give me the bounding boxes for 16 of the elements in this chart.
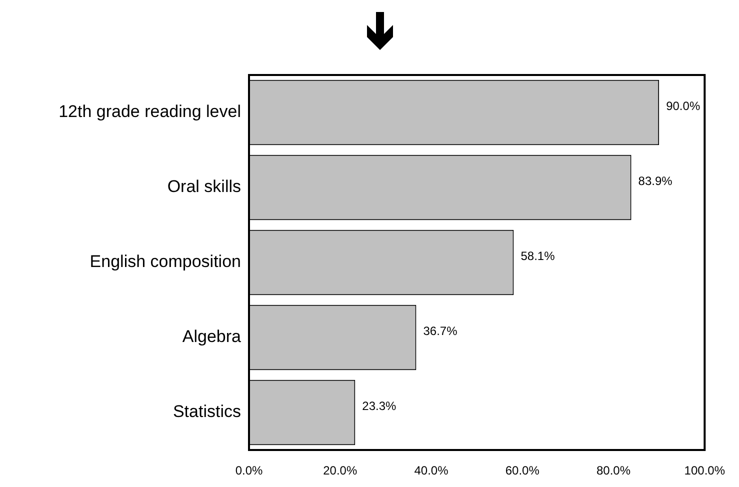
x-tick-label: 0.0% [235, 464, 263, 478]
data-label: 90.0% [666, 98, 700, 113]
y-tick-label: 12th grade reading level [58, 102, 241, 122]
data-label: 23.3% [362, 398, 397, 413]
y-tick-label: Oral skills [167, 177, 241, 196]
x-tick-label: 40.0% [414, 464, 449, 478]
x-tick-label: 60.0% [505, 464, 540, 478]
y-tick-label: Statistics [172, 402, 241, 422]
x-tick-label: 80.0% [596, 464, 631, 478]
data-label: 58.1% [520, 248, 556, 263]
data-label: 83.9% [638, 174, 673, 188]
y-tick-label: Algebra [182, 327, 242, 346]
data-label: 36.7% [423, 324, 458, 338]
x-tick-label: 100.0% [684, 464, 726, 478]
y-tick-label: English composition [90, 252, 241, 272]
x-tick-label: 20.0% [323, 464, 358, 478]
